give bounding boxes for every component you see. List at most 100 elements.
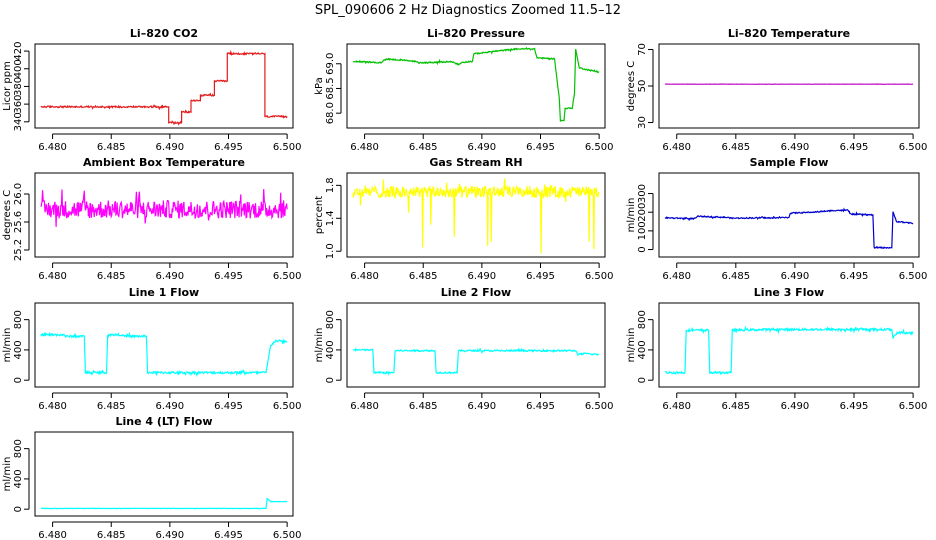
plot-frame (34, 43, 294, 129)
x-tick-label: 6.490 (156, 401, 185, 412)
y-axis-label: degrees C (2, 190, 13, 240)
series-line (664, 83, 914, 86)
y-tick-label: 69.0 (325, 53, 336, 75)
figure-title: SPL_090606 2 Hz Diagnostics Zoomed 11.5–… (315, 3, 621, 18)
x-tick-label: 6.485 (409, 271, 438, 282)
y-tick-label: 0 (13, 506, 24, 512)
x-tick-label: 6.485 (721, 142, 750, 153)
y-tick-label: 1.0 (325, 243, 336, 259)
x-tick-label: 6.495 (526, 142, 555, 153)
panel-9: Line 3 Flow ml/min 6.480 6.485 6.490 6.495 6.5… (626, 286, 927, 412)
x-tick-label: 6.500 (273, 142, 302, 153)
y-tick-label: 0 (637, 377, 648, 383)
y-tick-label: 400 (13, 59, 24, 78)
plot-frame (346, 43, 606, 129)
x-tick-label: 6.500 (273, 271, 302, 282)
panel-4: Ambient Box Temperature degrees C 6.480 6.4… (2, 156, 301, 282)
x-tick-label: 6.495 (526, 401, 555, 412)
y-tick-label: 30 (637, 116, 648, 129)
plot-frame (34, 302, 294, 388)
y-tick-label: 68.5 (325, 77, 336, 99)
x-tick-label: 6.495 (526, 271, 555, 282)
y-tick-label: 400 (325, 340, 336, 359)
y-tick-label: 0 (13, 377, 24, 383)
y-tick-label: 800 (13, 439, 24, 458)
x-tick-label: 6.485 (97, 142, 126, 153)
x-tick-label: 6.490 (781, 271, 810, 282)
y-axis-label: percent (314, 196, 325, 234)
panel-title: Ambient Box Temperature (83, 156, 245, 169)
y-tick-label: 800 (637, 310, 648, 329)
x-tick-label: 6.490 (156, 142, 185, 153)
x-tick-label: 6.480 (662, 401, 691, 412)
panel-title: Li–820 CO2 (130, 27, 198, 40)
x-tick-label: 6.480 (662, 142, 691, 153)
x-tick-label: 6.485 (97, 530, 126, 540)
y-tick-label: 25.2 (13, 239, 24, 261)
x-tick-label: 6.480 (38, 401, 67, 412)
series-line (40, 331, 288, 378)
panel-title: Li–820 Temperature (728, 27, 850, 40)
series-line (664, 325, 914, 376)
panel-title: Line 1 Flow (129, 286, 199, 299)
y-tick-label: 380 (13, 77, 24, 96)
y-tick-label: 400 (13, 469, 24, 488)
x-tick-label: 6.495 (214, 142, 243, 153)
x-tick-label: 6.500 (585, 142, 614, 153)
y-tick-label: 200 (637, 203, 648, 222)
y-tick-label: 100 (637, 221, 648, 240)
panel-title: Line 2 Flow (441, 286, 511, 299)
x-tick-label: 6.500 (899, 401, 928, 412)
y-tick-label: 50 (637, 80, 648, 93)
x-tick-label: 6.495 (840, 271, 869, 282)
y-axis-label: ml/min (626, 198, 637, 233)
panel-6: Sample Flow ml/min 6.480 6.485 6.490 6.495 6.5… (626, 156, 927, 282)
y-axis-label: Licor ppm (2, 61, 13, 111)
x-tick-label: 6.485 (721, 401, 750, 412)
y-tick-label: 420 (13, 42, 24, 61)
panel-7: Line 1 Flow ml/min 6.480 6.485 6.490 6.495 6.5… (2, 286, 301, 412)
x-tick-label: 6.500 (585, 271, 614, 282)
y-tick-label: 800 (13, 310, 24, 329)
x-tick-label: 6.495 (214, 530, 243, 540)
y-axis-label: ml/min (2, 328, 13, 363)
x-tick-label: 6.485 (409, 401, 438, 412)
panel-title: Line 4 (LT) Flow (116, 415, 213, 428)
series-line (664, 207, 914, 250)
x-tick-label: 6.480 (38, 530, 67, 540)
plot-frame (346, 172, 606, 258)
x-tick-label: 6.480 (38, 271, 67, 282)
plot-frame (34, 172, 294, 258)
panel-title: Sample Flow (750, 156, 829, 169)
panel-1: Li–820 CO2 Licor ppm 6.480 6.485 6.490 6.495 6… (2, 27, 301, 153)
y-tick-label: 400 (13, 340, 24, 359)
x-tick-label: 6.490 (468, 142, 497, 153)
x-tick-label: 6.490 (156, 271, 185, 282)
panel-title: Gas Stream RH (429, 156, 522, 169)
x-tick-label: 6.485 (97, 401, 126, 412)
x-tick-label: 6.500 (899, 271, 928, 282)
x-tick-label: 6.500 (899, 142, 928, 153)
y-tick-label: 26.0 (13, 183, 24, 205)
y-tick-label: 1.4 (325, 210, 336, 226)
series-line (352, 46, 600, 122)
y-axis-label: kPa (314, 77, 325, 95)
x-tick-label: 6.490 (468, 271, 497, 282)
y-tick-label: 68.0 (325, 102, 336, 124)
x-tick-label: 6.485 (97, 271, 126, 282)
y-axis-label: degrees C (626, 61, 637, 111)
series-line (40, 188, 288, 227)
x-tick-label: 6.495 (214, 401, 243, 412)
y-tick-label: 1.8 (325, 177, 336, 193)
plot-frame (658, 302, 920, 388)
panel-title: Line 3 Flow (754, 286, 824, 299)
y-axis-label: ml/min (2, 457, 13, 492)
panel-title: Li–820 Pressure (427, 27, 525, 40)
x-tick-label: 6.480 (662, 271, 691, 282)
panel-5: Gas Stream RH percent 6.480 6.485 6.490 6.495… (314, 156, 613, 282)
panel-2: Li–820 Pressure kPa 6.480 6.485 6.490 6.495 6.… (314, 27, 613, 153)
x-tick-label: 6.500 (273, 530, 302, 540)
x-tick-label: 6.490 (156, 530, 185, 540)
y-tick-label: 0 (325, 377, 336, 383)
